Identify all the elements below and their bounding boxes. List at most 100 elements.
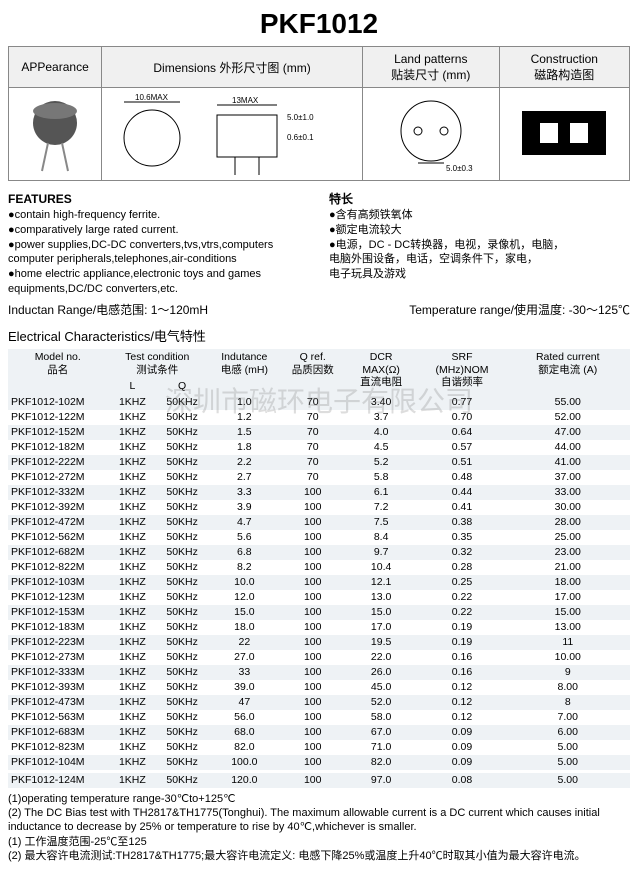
inductor-photo-icon bbox=[20, 93, 90, 173]
table-cell: 0.19 bbox=[418, 620, 505, 635]
table-cell: 5.8 bbox=[344, 470, 419, 485]
land-pattern-cell: 5.0±0.3 bbox=[362, 88, 499, 181]
inductance-range: Inductan Range/电感范围: 1～120mH bbox=[8, 301, 208, 318]
table-cell: 0.48 bbox=[418, 470, 505, 485]
table-cell: 0.22 bbox=[418, 605, 505, 620]
table-cell: 50KHz bbox=[157, 740, 207, 755]
table-cell: 19.5 bbox=[344, 635, 419, 650]
table-cell: 1KHZ bbox=[108, 650, 158, 665]
table-cell: 47.00 bbox=[506, 425, 630, 440]
table-cell: 50KHz bbox=[157, 635, 207, 650]
table-cell: 11 bbox=[506, 635, 630, 650]
col-test: Test condition测试条件 bbox=[108, 349, 208, 378]
table-cell: 8.4 bbox=[344, 530, 419, 545]
table-cell: 47 bbox=[207, 695, 282, 710]
table-cell: 52.00 bbox=[506, 410, 630, 425]
table-cell: 50KHz bbox=[157, 485, 207, 500]
table-cell: PKF1012-124M bbox=[8, 773, 108, 788]
table-cell: 5.00 bbox=[506, 740, 630, 755]
table-row: PKF1012-183M1KHZ50KHz18.010017.00.1913.0… bbox=[8, 620, 630, 635]
table-cell: 0.12 bbox=[418, 695, 505, 710]
table-cell: 50KHz bbox=[157, 470, 207, 485]
electrical-table: Model no.品名 Test condition测试条件 Indutance… bbox=[8, 349, 630, 788]
table-cell: 50KHz bbox=[157, 710, 207, 725]
table-cell: 10.0 bbox=[207, 575, 282, 590]
note-line: (1)operating temperature range-30℃to+125… bbox=[8, 792, 630, 806]
table-cell: 4.5 bbox=[344, 440, 419, 455]
feature-item-cn: 电子玩具及游戏 bbox=[329, 267, 630, 282]
table-cell: 1KHZ bbox=[108, 410, 158, 425]
table-cell: 0.16 bbox=[418, 650, 505, 665]
table-cell: 12.0 bbox=[207, 590, 282, 605]
table-cell: 100 bbox=[282, 485, 344, 500]
table-cell: PKF1012-392M bbox=[8, 500, 108, 515]
table-cell: 15.00 bbox=[506, 605, 630, 620]
table-cell: PKF1012-103M bbox=[8, 575, 108, 590]
hdr-appearance: APPearance bbox=[9, 47, 102, 88]
table-cell: 37.00 bbox=[506, 470, 630, 485]
table-cell: 3.7 bbox=[344, 410, 419, 425]
feature-item-cn: ●额定电流较大 bbox=[329, 223, 630, 238]
table-cell: 100 bbox=[282, 695, 344, 710]
table-cell: 45.0 bbox=[344, 680, 419, 695]
table-cell: 100 bbox=[282, 560, 344, 575]
table-row: PKF1012-102M1KHZ50KHz1.0703.400.7755.00 bbox=[8, 395, 630, 410]
table-cell: 7.2 bbox=[344, 500, 419, 515]
table-cell: PKF1012-223M bbox=[8, 635, 108, 650]
table-cell: PKF1012-683M bbox=[8, 725, 108, 740]
table-row: PKF1012-333M1KHZ50KHz3310026.00.169 bbox=[8, 665, 630, 680]
temperature-range: Temperature range/使用温度: -30～125℃ bbox=[409, 301, 630, 318]
table-cell: 22 bbox=[207, 635, 282, 650]
table-cell: 1KHZ bbox=[108, 425, 158, 440]
table-cell: 50KHz bbox=[157, 440, 207, 455]
table-cell: 100 bbox=[282, 530, 344, 545]
table-cell: 3.40 bbox=[344, 395, 419, 410]
table-cell: PKF1012-822M bbox=[8, 560, 108, 575]
land-pattern-icon: 5.0±0.3 bbox=[376, 93, 486, 173]
table-cell: 1KHZ bbox=[108, 665, 158, 680]
feature-item-en: ●home electric appliance,electronic toys… bbox=[8, 267, 309, 282]
dimension-drawing-icon: 10.6MAX 13MAX 5.0±1.0 0.6±0.1 bbox=[107, 90, 357, 178]
table-row: PKF1012-122M1KHZ50KHz1.2703.70.7052.00 bbox=[8, 410, 630, 425]
table-cell: 68.0 bbox=[207, 725, 282, 740]
table-cell: 30.00 bbox=[506, 500, 630, 515]
table-cell: 0.16 bbox=[418, 665, 505, 680]
table-cell: 5.6 bbox=[207, 530, 282, 545]
table-cell: 1.8 bbox=[207, 440, 282, 455]
table-cell: 70 bbox=[282, 410, 344, 425]
table-cell: 82.0 bbox=[344, 755, 419, 770]
table-cell: 4.7 bbox=[207, 515, 282, 530]
table-cell: 100 bbox=[282, 590, 344, 605]
svg-text:5.0±1.0: 5.0±1.0 bbox=[287, 113, 314, 122]
table-cell: 70 bbox=[282, 425, 344, 440]
table-cell: 100 bbox=[282, 500, 344, 515]
table-row: PKF1012-223M1KHZ50KHz2210019.50.1911 bbox=[8, 635, 630, 650]
table-cell: 0.41 bbox=[418, 500, 505, 515]
col-model: Model no.品名 bbox=[8, 349, 108, 395]
table-cell: 0.09 bbox=[418, 755, 505, 770]
table-cell: 0.25 bbox=[418, 575, 505, 590]
table-cell: 1KHZ bbox=[108, 725, 158, 740]
table-cell: 50KHz bbox=[157, 425, 207, 440]
table-row: PKF1012-473M1KHZ50KHz4710052.00.128 bbox=[8, 695, 630, 710]
table-row: PKF1012-823M1KHZ50KHz82.010071.00.095.00 bbox=[8, 740, 630, 755]
table-cell: 0.28 bbox=[418, 560, 505, 575]
table-cell: 1KHZ bbox=[108, 440, 158, 455]
col-rated: Rated current额定电流 (A) bbox=[506, 349, 630, 395]
table-cell: 7.5 bbox=[344, 515, 419, 530]
table-cell: 7.00 bbox=[506, 710, 630, 725]
table-cell: 100 bbox=[282, 620, 344, 635]
table-cell: 10.00 bbox=[506, 650, 630, 665]
table-cell: 50KHz bbox=[157, 590, 207, 605]
feature-item-en: ●power supplies,DC-DC converters,tvs,vtr… bbox=[8, 238, 309, 253]
svg-text:10.6MAX: 10.6MAX bbox=[135, 93, 169, 102]
table-row: PKF1012-273M1KHZ50KHz27.010022.00.1610.0… bbox=[8, 650, 630, 665]
table-cell: 0.19 bbox=[418, 635, 505, 650]
table-cell: 1KHZ bbox=[108, 560, 158, 575]
appearance-cell bbox=[9, 88, 102, 181]
table-cell: 1.5 bbox=[207, 425, 282, 440]
table-cell: 1KHZ bbox=[108, 740, 158, 755]
table-cell: 82.0 bbox=[207, 740, 282, 755]
table-cell: 0.51 bbox=[418, 455, 505, 470]
table-cell: 3.3 bbox=[207, 485, 282, 500]
